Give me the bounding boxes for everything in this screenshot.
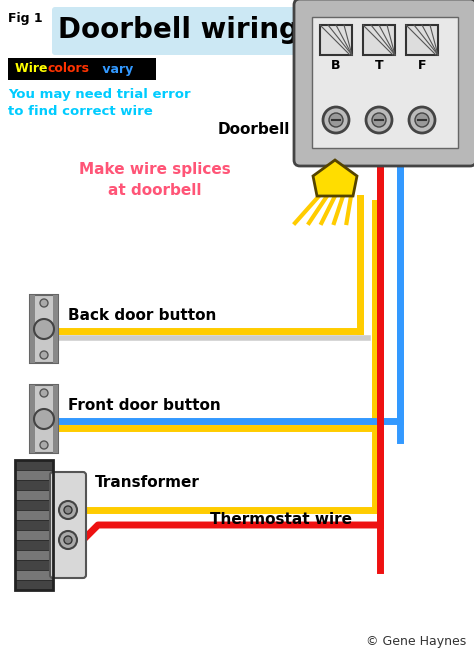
Text: Wire: Wire <box>15 63 52 76</box>
FancyBboxPatch shape <box>52 7 303 55</box>
Circle shape <box>59 531 77 549</box>
Bar <box>30 295 58 363</box>
Circle shape <box>59 501 77 519</box>
Bar <box>406 25 438 55</box>
Circle shape <box>64 536 72 544</box>
Circle shape <box>40 441 48 449</box>
Text: © Gene Haynes: © Gene Haynes <box>366 635 466 648</box>
Polygon shape <box>313 160 357 196</box>
Text: Back door button: Back door button <box>68 307 216 322</box>
Bar <box>15 470 53 480</box>
FancyBboxPatch shape <box>294 0 474 166</box>
Bar <box>363 25 395 55</box>
Text: Thermostat wire: Thermostat wire <box>210 513 352 528</box>
Circle shape <box>40 351 48 359</box>
Text: B: B <box>331 59 341 72</box>
Bar <box>8 58 156 80</box>
Bar <box>15 460 53 470</box>
Circle shape <box>323 107 349 133</box>
Text: Transformer: Transformer <box>95 475 200 490</box>
Text: Front door button: Front door button <box>68 397 221 413</box>
Bar <box>53 295 58 363</box>
Bar <box>15 510 53 520</box>
FancyBboxPatch shape <box>50 472 86 578</box>
FancyBboxPatch shape <box>312 17 458 148</box>
Bar <box>15 560 53 570</box>
Circle shape <box>34 319 54 339</box>
Bar <box>15 520 53 530</box>
Bar <box>15 480 53 490</box>
Bar <box>15 490 53 500</box>
Text: Fig 1: Fig 1 <box>8 12 43 25</box>
Circle shape <box>34 409 54 429</box>
Text: Doorbell wiring: Doorbell wiring <box>57 16 299 44</box>
Bar <box>15 500 53 510</box>
Text: vary: vary <box>98 63 133 76</box>
Circle shape <box>40 299 48 307</box>
Text: T: T <box>374 59 383 72</box>
Bar <box>15 580 53 590</box>
Circle shape <box>329 113 343 127</box>
Bar <box>15 550 53 560</box>
Bar <box>15 460 53 590</box>
Text: You may need trial error
to find correct wire: You may need trial error to find correct… <box>8 88 191 118</box>
Bar <box>320 25 352 55</box>
Text: Doorbell: Doorbell <box>218 122 290 138</box>
Bar <box>15 570 53 580</box>
Text: F: F <box>418 59 426 72</box>
Bar <box>30 385 35 453</box>
Bar <box>15 540 53 550</box>
Bar <box>53 385 58 453</box>
Bar <box>15 530 53 540</box>
Circle shape <box>409 107 435 133</box>
Circle shape <box>40 389 48 397</box>
Text: colors: colors <box>48 63 90 76</box>
Bar <box>30 295 35 363</box>
Circle shape <box>415 113 429 127</box>
Circle shape <box>366 107 392 133</box>
Circle shape <box>64 506 72 514</box>
Text: Make wire splices
at doorbell: Make wire splices at doorbell <box>79 162 231 198</box>
Bar <box>30 385 58 453</box>
Circle shape <box>372 113 386 127</box>
